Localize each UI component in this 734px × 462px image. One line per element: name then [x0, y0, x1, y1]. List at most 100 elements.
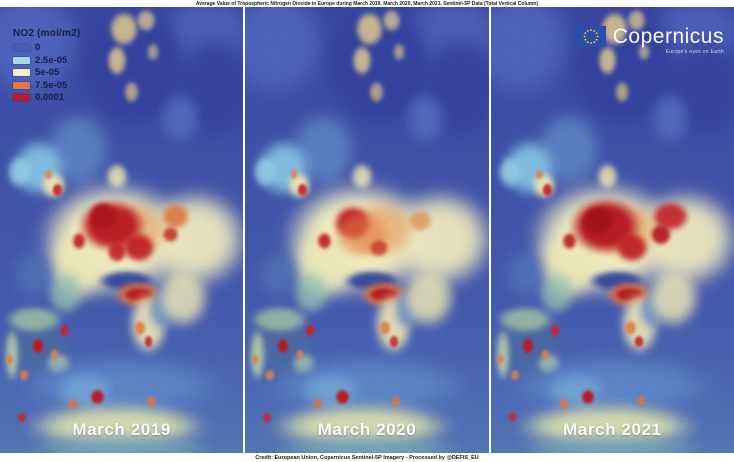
- no2-region-blob: [619, 292, 659, 355]
- no2-region-blob: [386, 189, 489, 288]
- no2-region-blob: [257, 247, 302, 302]
- no2-region-blob: [502, 247, 547, 302]
- no2-region-blob: [550, 323, 560, 338]
- no2-region-blob: [50, 349, 59, 361]
- no2-region-blob: [19, 369, 30, 381]
- no2-region-blob: [646, 265, 700, 329]
- no2-region-blob: [252, 156, 277, 188]
- no2-region-blob: [0, 312, 73, 380]
- no2-region-blob: [342, 270, 402, 293]
- no2-region-blob: [297, 183, 308, 197]
- no2-region-blob: [141, 189, 244, 288]
- panel-label: March 2021: [563, 420, 662, 439]
- no2-region-blob: [536, 352, 562, 375]
- no2-region-blob: [534, 109, 603, 190]
- legend-swatch-icon: [13, 94, 30, 101]
- legend-entry: 2.5e-05: [13, 55, 80, 66]
- no2-region-blob: [12, 247, 56, 302]
- no2-region-blob: [495, 305, 554, 333]
- no2-region-blob: [68, 398, 78, 410]
- no2-region-blob: [562, 232, 578, 251]
- no2-region-blob: [529, 180, 681, 297]
- no2-region-blob: [403, 7, 489, 74]
- no2-region-blob: [408, 209, 433, 233]
- no2-region-blob: [342, 201, 416, 259]
- legend-entry: 5e-05: [13, 67, 80, 78]
- no2-region-blob: [401, 265, 455, 329]
- legend-swatch-icon: [13, 44, 30, 51]
- no2-region-blob: [136, 9, 156, 32]
- no2-region-blob: [313, 398, 324, 410]
- no2-region-blob: [250, 305, 309, 333]
- no2-region-blob: [7, 156, 32, 188]
- map-panel-march-2021: March 2021: [490, 7, 734, 453]
- no2-region-blob: [90, 389, 105, 406]
- no2-region-blob: [558, 398, 569, 410]
- legend-swatch-icon: [13, 69, 30, 76]
- no2-region-blob: [496, 353, 505, 365]
- no2-region-blob: [368, 286, 400, 303]
- no2-region-blob: [97, 201, 171, 259]
- legend-label: 2.5e-05: [35, 54, 68, 66]
- legend-swatch-icon: [13, 81, 30, 89]
- no2-region-blob: [97, 270, 156, 293]
- no2-region-blob: [160, 91, 200, 146]
- no2-region-blob: [495, 328, 511, 382]
- no2-region-blob: [568, 196, 642, 255]
- no2-region-blob: [374, 292, 414, 355]
- no2-region-blob: [4, 328, 20, 382]
- no2-region-blob: [587, 201, 661, 259]
- no2-region-blob: [405, 91, 445, 146]
- no2-region-blob: [295, 349, 305, 361]
- legend-rows: 0 2.5e-05 5e-05 7.5e-05 0.0001: [13, 42, 80, 103]
- no2-region-blob: [121, 232, 156, 264]
- no2-region-blob: [284, 180, 436, 297]
- eu-flag-icon: [575, 26, 606, 47]
- no2-region-blob: [289, 168, 299, 180]
- legend-label: 5e-05: [35, 67, 60, 78]
- no2-region-blob: [393, 290, 423, 331]
- no2-region-blob: [289, 109, 358, 190]
- no2-region-blob: [46, 270, 86, 315]
- no2-region-blob: [59, 323, 70, 338]
- no2-region-blob: [651, 91, 691, 146]
- no2-region-blob: [416, 31, 489, 144]
- no2-region-blob: [43, 230, 112, 302]
- no2-region-blob: [320, 7, 438, 132]
- no2-region-blob: [155, 265, 210, 329]
- no2-region-blob: [161, 225, 179, 244]
- no2-region-blob: [75, 7, 193, 132]
- no2-region-blob: [639, 290, 669, 331]
- no2-region-blob: [109, 11, 139, 48]
- no2-region-blob: [379, 320, 392, 336]
- no2-region-blob: [359, 281, 409, 309]
- no2-region-blob: [392, 42, 405, 61]
- no2-region-blob: [636, 395, 647, 409]
- no2-region-blob: [532, 172, 557, 199]
- no2-region-blob: [12, 138, 66, 197]
- no2-region-blob: [71, 232, 87, 251]
- no2-region-blob: [502, 138, 557, 197]
- no2-region-blob: [596, 163, 619, 190]
- no2-region-blob: [263, 357, 471, 416]
- no2-region-blob: [332, 209, 392, 259]
- no2-region-blob: [31, 338, 44, 354]
- no2-region-blob: [51, 183, 63, 197]
- panel-label: March 2020: [317, 420, 417, 439]
- no2-region-blob: [160, 203, 190, 230]
- no2-region-blob: [369, 80, 385, 103]
- no2-region-blob: [351, 163, 374, 190]
- no2-region-blob: [44, 168, 53, 180]
- copernicus-tagline: Europe's eyes on Earth: [665, 49, 724, 55]
- no2-region-blob: [5, 353, 14, 365]
- map-area: March 2019 March 2020 March 2021: [0, 7, 734, 453]
- legend-label: 7.5e-05: [35, 79, 68, 91]
- no2-region-blob: [291, 352, 316, 375]
- no2-region-blob: [613, 286, 646, 303]
- legend-swatch-icon: [13, 56, 30, 64]
- no2-region-blob: [107, 44, 127, 77]
- no2-region-blob: [286, 172, 312, 199]
- no2-region-blob: [257, 138, 312, 197]
- no2-region-blob: [147, 42, 160, 61]
- no2-region-blob: [508, 357, 716, 416]
